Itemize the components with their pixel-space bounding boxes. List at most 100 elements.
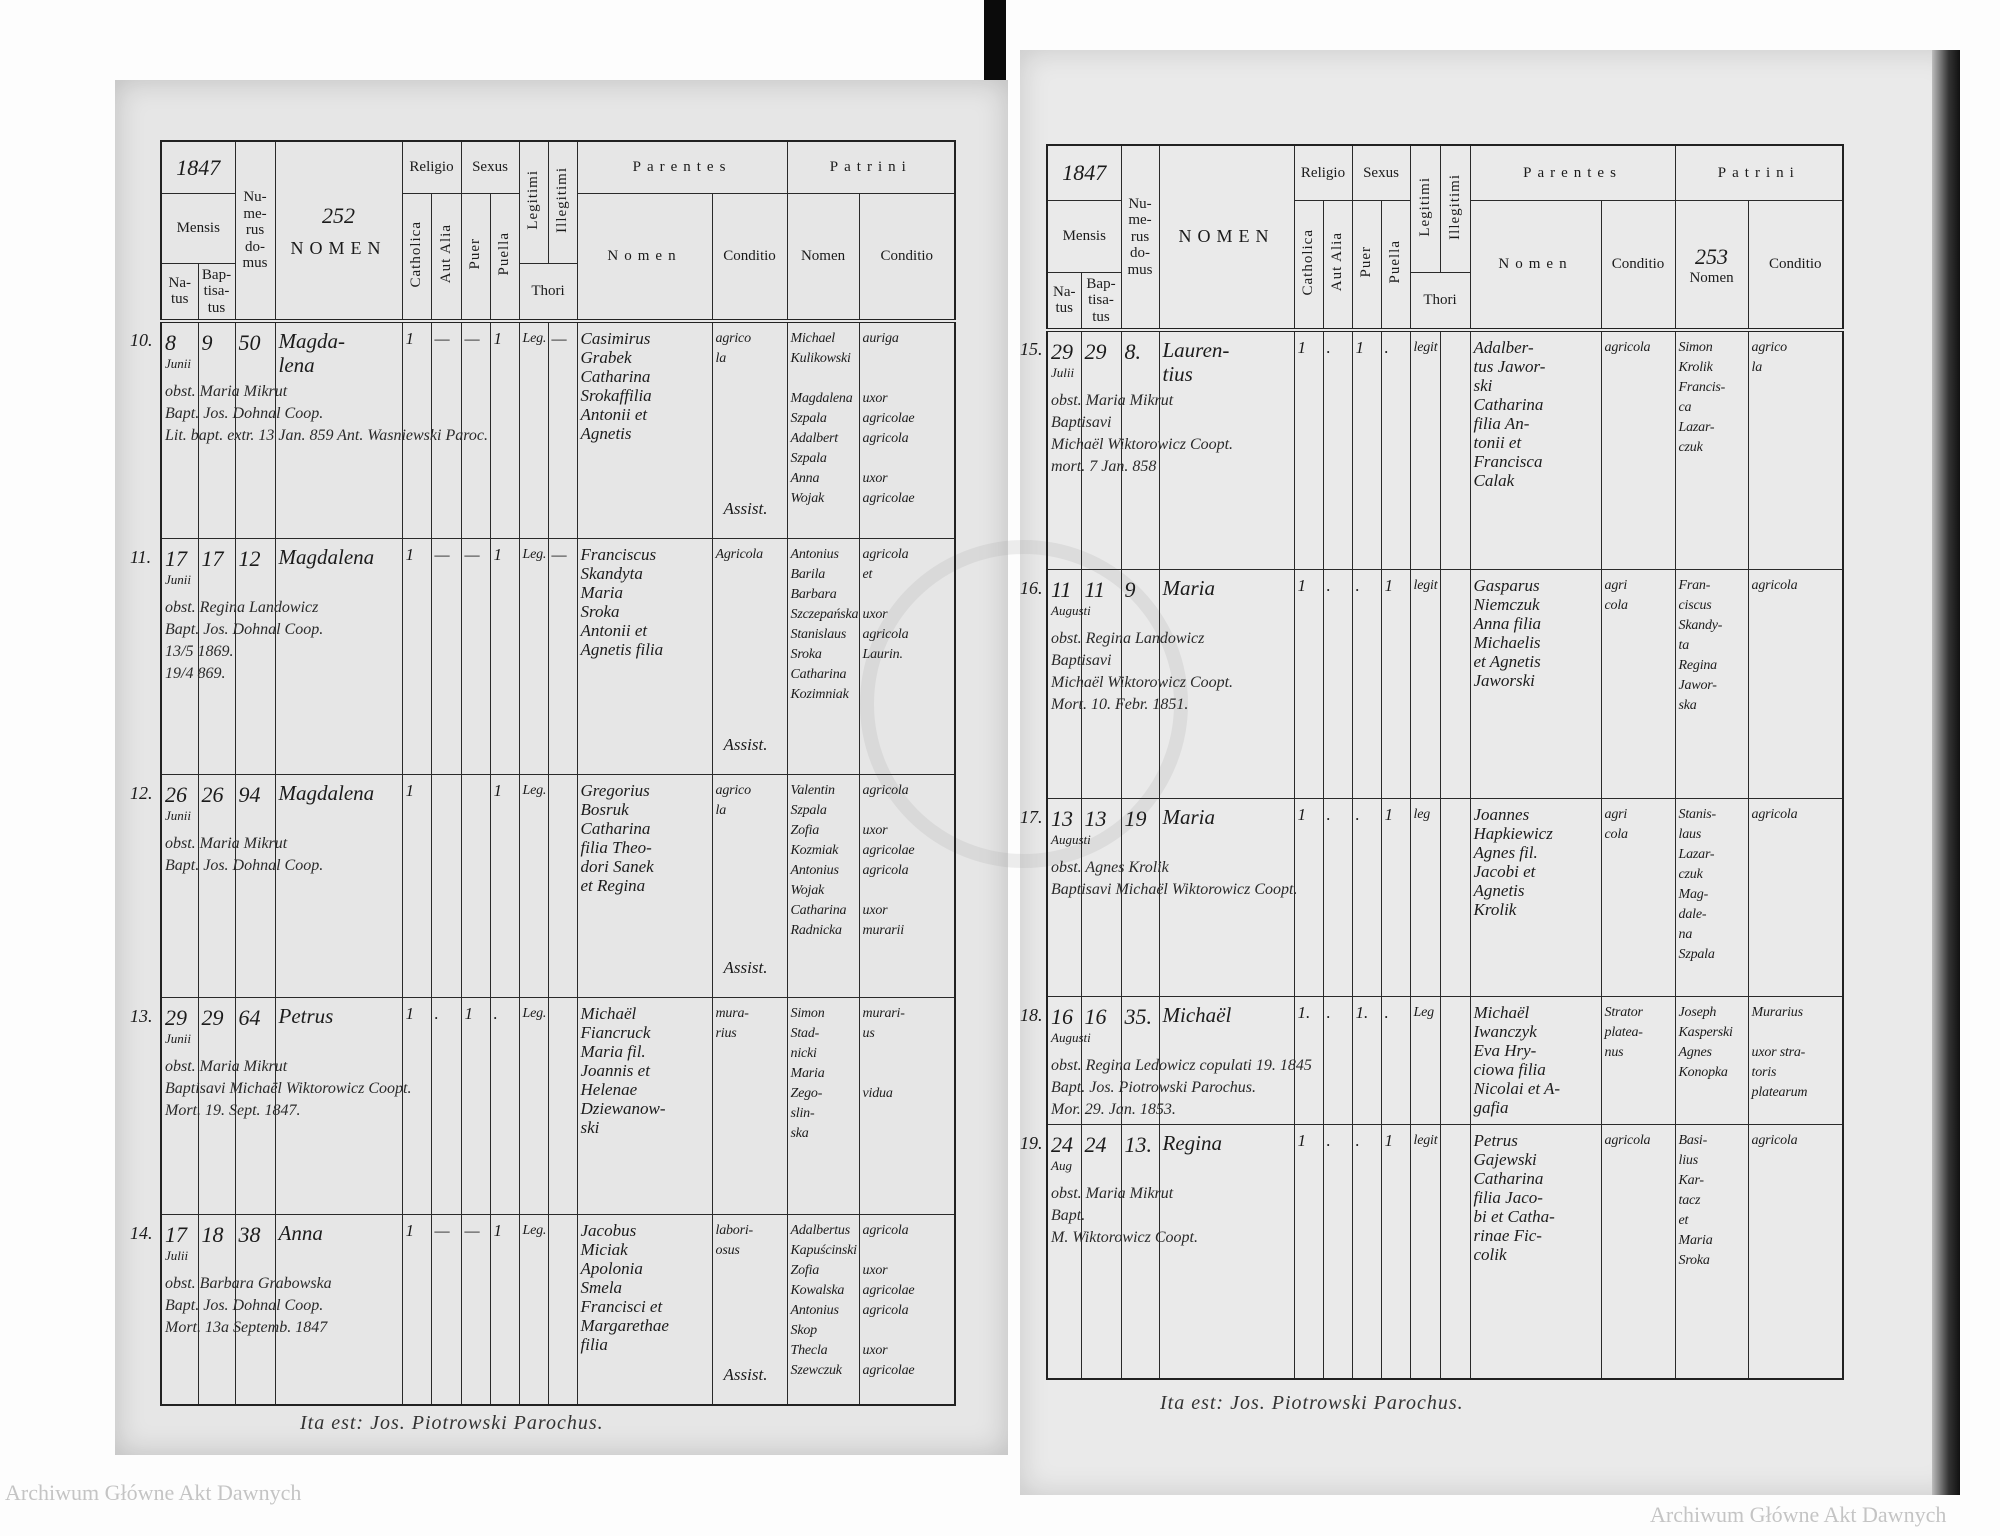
handwritten-line: na — [1678, 926, 1693, 942]
parentes-nomen-cell-text: Petrus Gajewski Catharina filia Jaco-bi et … — [1471, 1125, 1601, 1264]
illegitimi-cell-value — [1441, 332, 1470, 357]
handwritten-line: Szczepańska — [790, 606, 859, 622]
patrini-conditio-cell: agrico la — [1747, 329, 1844, 570]
handwritten-line: et Agnetis — [1473, 651, 1541, 671]
natus-day: 16 — [1051, 1003, 1073, 1029]
handwritten-line: agricola — [1751, 577, 1798, 593]
mensis: Junii — [165, 571, 191, 587]
domus-cell-value: 19 — [1124, 805, 1147, 831]
natus-cell: 26 Junii obst. Maria Mikrut Bapt. Jos. Dohn… — [160, 773, 323, 998]
handwritten-line: Szewczuk — [790, 1362, 842, 1378]
handwritten-line: Petrus — [1473, 1130, 1518, 1150]
mensis-header: Mensis — [160, 192, 236, 264]
handwritten-line: Petrus — [278, 1003, 334, 1028]
parentes-nomen-cell-text: Michaël Fiancruck Maria fil. Joannis et Hele… — [578, 998, 712, 1137]
puella-cell-value: 1 — [493, 544, 503, 564]
natus-day: 29 — [1051, 339, 1073, 364]
aut-alia-cell: . — [1322, 995, 1353, 1125]
puer-cell: — — [460, 1213, 491, 1406]
illegitimi-cell — [547, 996, 578, 1215]
parentes-nomen-header-label: Nomen — [1498, 256, 1573, 272]
handwritten-line: Konopka — [1678, 1064, 1728, 1080]
puella-cell: 1 — [489, 1213, 520, 1406]
mensis: Junii — [165, 1030, 191, 1046]
handwritten-line: Magdalena — [790, 391, 853, 406]
handwritten-line: Margarethae — [580, 1315, 669, 1335]
register-entry: 29 Julii obst. Maria Mikrut Baptisavi Michaë… — [1046, 329, 1844, 570]
catholica-cell-value: 1 — [1297, 575, 1307, 595]
aut-alia-cell-value: . — [1326, 338, 1331, 357]
natus-day: 11 — [1051, 576, 1072, 602]
patrini-nomen-cell: Michael Kulikowski Magdalena Szpala Adalber… — [786, 320, 860, 539]
parentes-conditio-header-label: Conditio — [723, 248, 776, 264]
patrini-nomen-cell: Simon Stad-nicki Maria Zego-slin-ska — [786, 996, 860, 1215]
handwritten-line: Maria — [790, 1065, 825, 1081]
handwritten-line — [863, 685, 953, 705]
margin-note-line: Mort. 13a Septemb. 1847 — [165, 1318, 328, 1336]
patrini-nomen-header: 253 Nomen — [1674, 199, 1749, 332]
note-line: obst. Maria Mikrut — [165, 834, 288, 852]
nomen-header: 252 NOMEN — [274, 140, 403, 323]
book-spine — [984, 0, 1006, 90]
patrini-conditio-header: Conditio — [1747, 199, 1844, 332]
puer-cell-value: — — [464, 329, 480, 348]
patrini-nomen-header-label: Nomen — [800, 248, 846, 264]
patrini-conditio-cell-text: murari-us vidua — [860, 998, 955, 1104]
legitimi-cell: legit — [1409, 329, 1441, 570]
handwritten-line: agrico — [1751, 340, 1788, 355]
entry-number: 15. — [1020, 339, 1043, 359]
handwritten-line: Jaworski — [1473, 670, 1535, 690]
note-line: Baptisavi Michaël Wiktorowicz Coopt. — [165, 1079, 412, 1097]
handwritten-line: et — [1678, 1212, 1689, 1228]
register-entry: 11 Augusti obst. Regina Landowicz Baptisavi… — [1046, 568, 1844, 799]
entry-number: 11. — [130, 547, 152, 567]
handwritten-line: agricolae — [862, 1282, 915, 1298]
illegitimi-cell — [547, 773, 578, 998]
handwritten-line: Eva Hry- — [1473, 1040, 1537, 1060]
handwritten-line: Francisci et — [580, 1296, 663, 1316]
domus-cell: 94 — [234, 773, 276, 998]
religio-header-label: Religio — [409, 159, 454, 175]
handwritten-line: czuk — [1678, 866, 1703, 882]
nomen-cell-text: Magdalena — [276, 775, 402, 805]
handwritten-line: laus — [1678, 826, 1702, 842]
handwritten-line: Stanis- — [1678, 806, 1717, 822]
handwritten-line: gafia — [1473, 1097, 1509, 1117]
parentes-nomen-cell-text: Joannes Hapkiewicz Agnes fil. Jacobi et Agne… — [1471, 799, 1601, 919]
domus-cell-value: 12 — [238, 545, 261, 571]
parentes-conditio-cell-text: labori-osus — [713, 1215, 787, 1261]
handwritten-line: Valentin — [790, 782, 835, 798]
legitimi-cell: legit — [1409, 1123, 1441, 1380]
handwritten-line: auriga — [862, 331, 899, 346]
handwritten-line: Magdalena — [278, 780, 375, 805]
handwritten-line: rinae Fic- — [1473, 1225, 1542, 1245]
handwritten-line: cola — [1604, 597, 1629, 613]
handwritten-line: Simon — [790, 1005, 825, 1021]
handwritten-line: lena — [278, 353, 315, 377]
baptisatus-cell-value: 29 — [1084, 339, 1107, 364]
baptisatus-cell-value: 16 — [1084, 1003, 1107, 1029]
handwritten-line: Anna filia — [1473, 613, 1542, 633]
puer-cell-value: 1 — [464, 1003, 474, 1023]
catholica-cell-value: 1 — [405, 780, 415, 800]
mensis-header-label: Mensis — [1062, 227, 1106, 244]
puella-header: Puella — [489, 192, 520, 323]
mensis: Junii — [165, 807, 191, 823]
handwritten-line — [863, 1064, 953, 1084]
patrini-nomen-cell-text: Fran-ciscus Skandy-ta Regina Jawor-ska — [1676, 570, 1748, 716]
puella-cell-value: 1 — [493, 1220, 503, 1240]
handwritten-line: lius — [1678, 1152, 1699, 1168]
aut-alia-cell: . — [1322, 1123, 1353, 1380]
catholica-cell-value: 1 — [405, 329, 415, 348]
nomen-cell: Anna — [274, 1213, 403, 1406]
handwritten-line: Murarius — [1751, 1004, 1803, 1020]
parentes-conditio-cell: agrico la Assist. — [711, 320, 788, 539]
handwritten-line: filia An- — [1473, 414, 1530, 433]
puella-cell-value: 1 — [1384, 1130, 1394, 1150]
handwritten-line: dale- — [1678, 906, 1707, 922]
note-line: obst. Regina Landowicz — [165, 598, 319, 616]
baptisatus-cell: 24 — [1080, 1123, 1122, 1380]
handwritten-line: Miciak — [580, 1239, 628, 1259]
handwritten-line: Michaelis — [1473, 632, 1541, 652]
note-line: Baptisavi — [1051, 651, 1112, 669]
